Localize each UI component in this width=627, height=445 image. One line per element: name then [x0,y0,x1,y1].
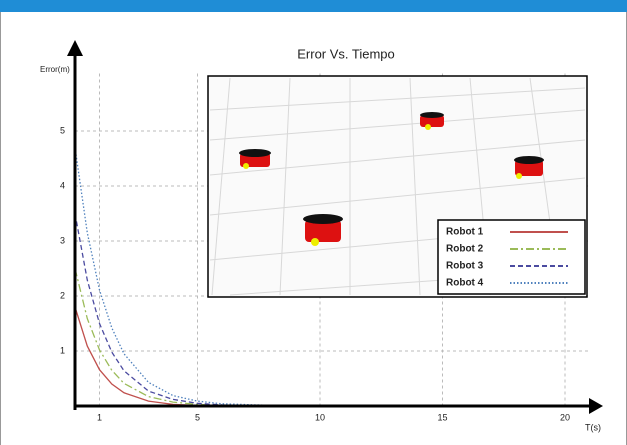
y-axis-label: Error(m) [40,65,70,74]
legend-label: Robot 1 [446,227,484,238]
series-line [74,147,272,407]
legend-label: Robot 2 [446,244,484,255]
legend: Robot 1 Robot 2 Robot 3 Robot 4 [446,227,568,289]
series-line [74,213,272,407]
chart-title: Error Vs. Tiempo [297,46,395,61]
y-tick-label: 5 [60,125,65,135]
x-tick-label: 10 [315,412,325,422]
y-tick-label: 1 [60,345,65,355]
x-tick-label: 5 [195,412,200,422]
legend-label: Robot 3 [446,261,484,272]
x-tick-label: 20 [560,412,570,422]
y-tick-label: 2 [60,290,65,300]
series-line [74,306,271,407]
y-tick-label: 4 [60,180,65,190]
x-tick-label: 1 [97,412,102,422]
legend-label: Robot 4 [446,278,484,289]
y-tick-label: 3 [60,235,65,245]
header-bar [0,0,627,12]
x-tick-label: 15 [437,412,447,422]
inset-image [207,75,588,298]
series-line [74,268,272,407]
x-axis-label: T(s) [585,422,601,432]
